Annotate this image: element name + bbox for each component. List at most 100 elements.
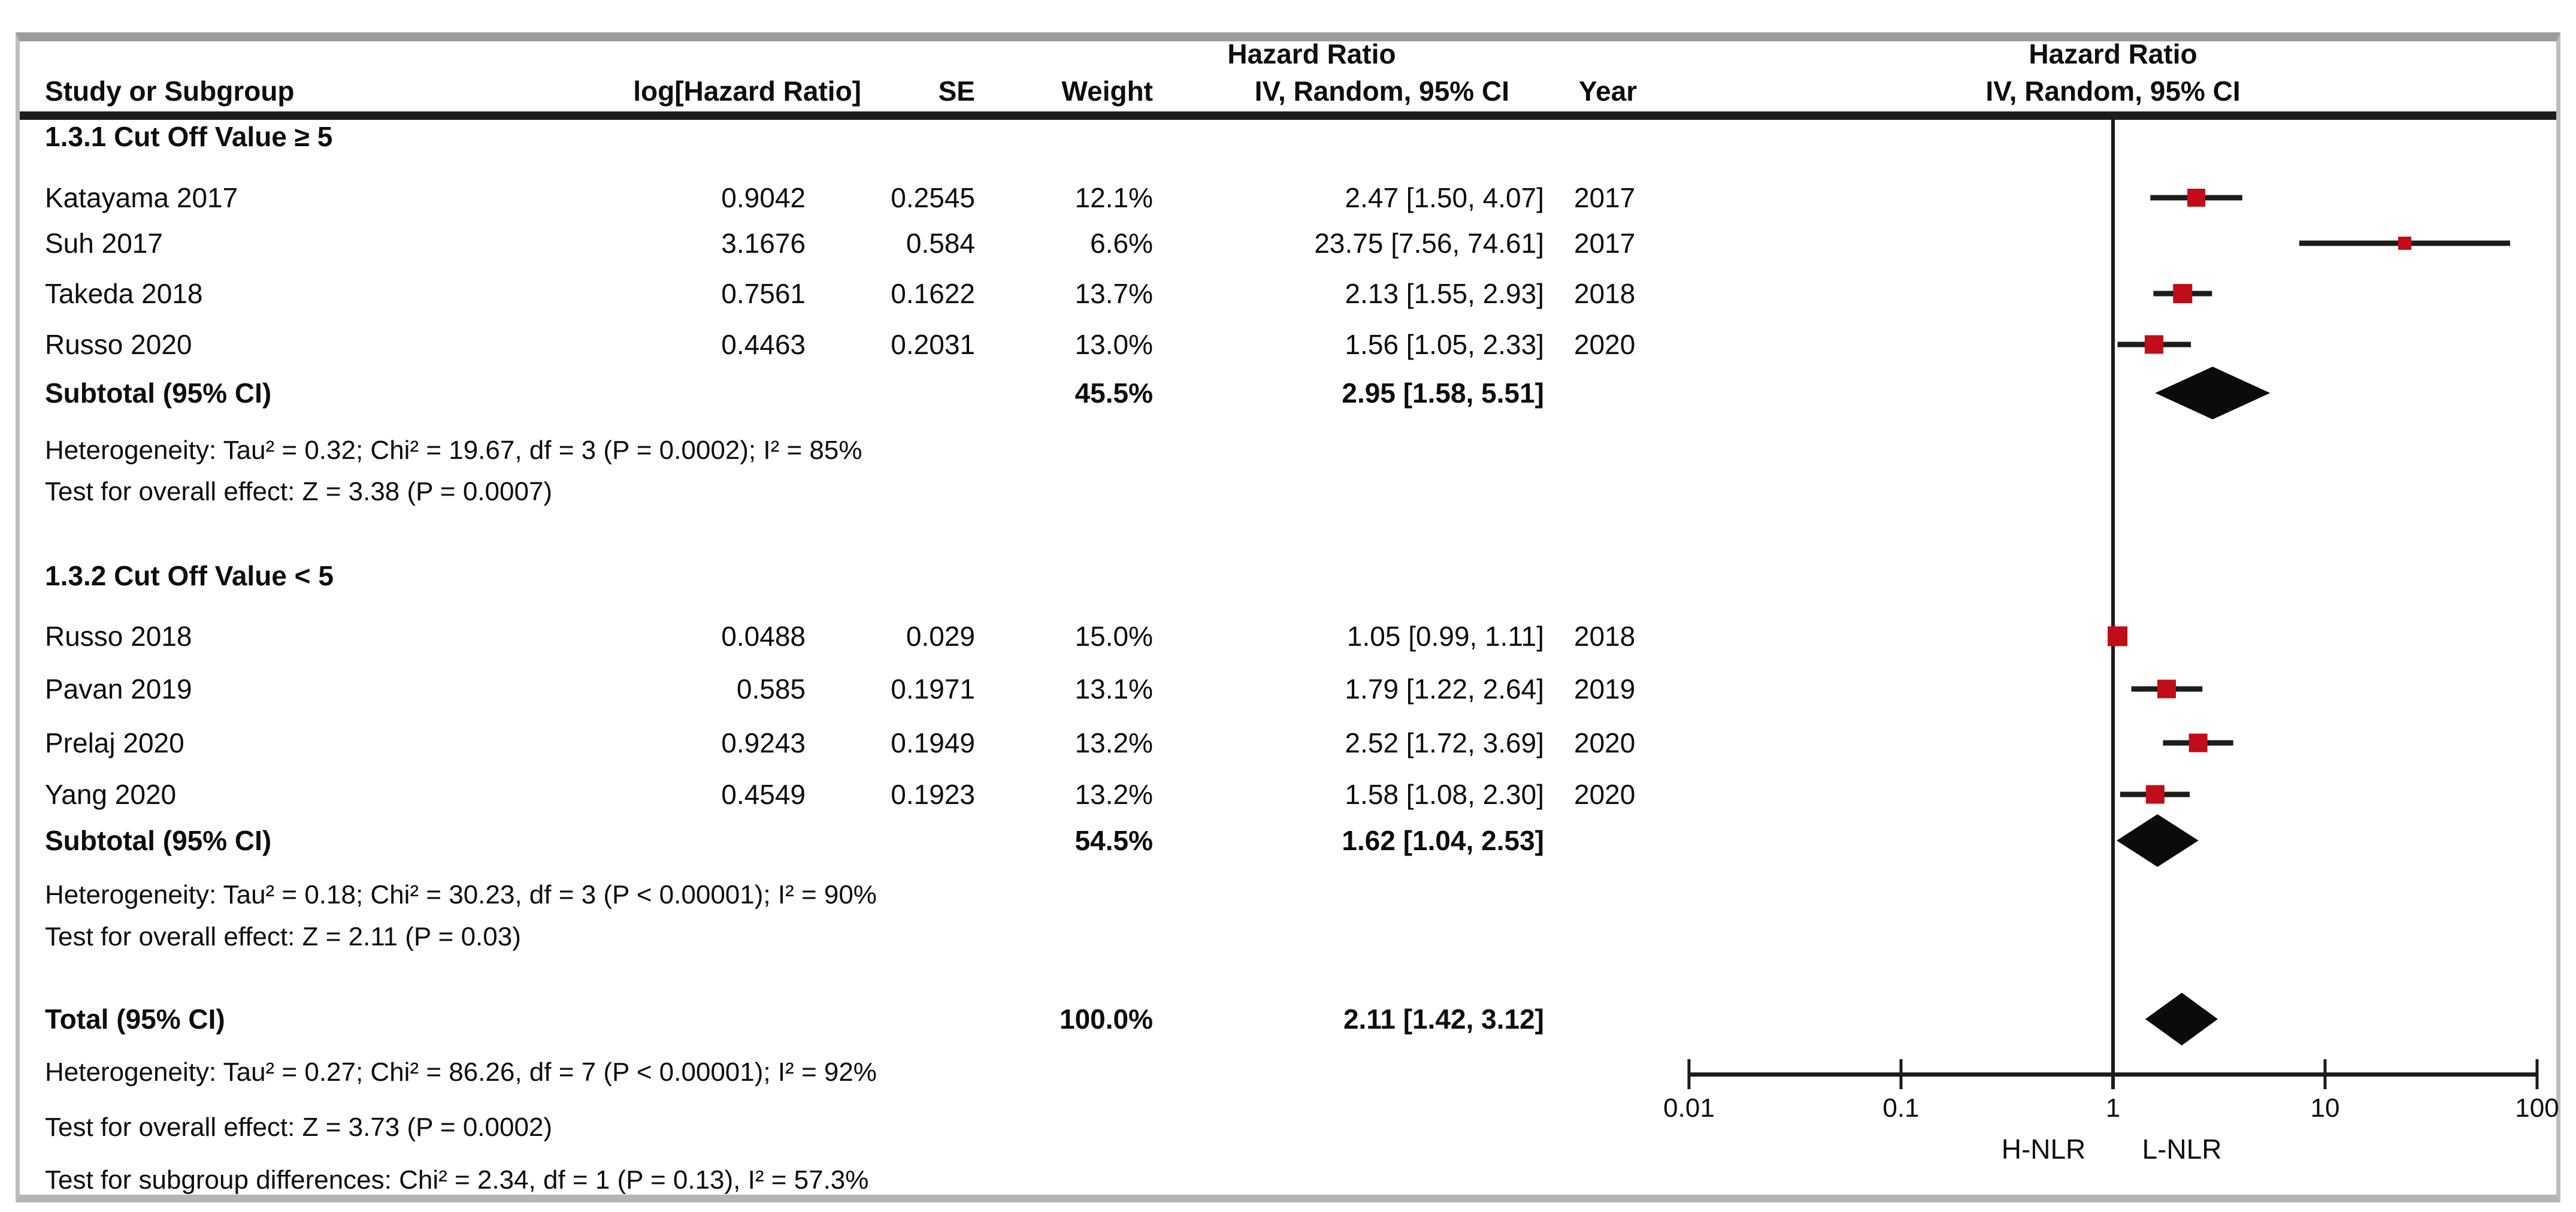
effect-square bbox=[2173, 284, 2193, 303]
study-loghr: 0.4463 bbox=[721, 329, 806, 360]
total-diamond bbox=[2145, 993, 2218, 1045]
study-year: 2018 bbox=[1574, 278, 1636, 309]
total-heterogeneity-line: Heterogeneity: Tau² = 0.27; Chi² = 86.26… bbox=[45, 1057, 877, 1087]
study-name: Russo 2020 bbox=[45, 329, 192, 360]
total-weight: 100.0% bbox=[1059, 1004, 1153, 1035]
study-ci: 1.56 [1.05, 2.33] bbox=[1345, 329, 1545, 360]
effect-square bbox=[2187, 189, 2206, 207]
header-rule bbox=[20, 111, 2556, 120]
total-ci: 2.11 [1.42, 3.12] bbox=[1343, 1004, 1544, 1035]
study-name: Prelaj 2020 bbox=[45, 727, 184, 758]
x-tick-label: 100 bbox=[2515, 1093, 2559, 1123]
x-tick-label: 10 bbox=[2310, 1093, 2340, 1123]
study-weight: 6.6% bbox=[1090, 228, 1153, 259]
plot-effect-header: Hazard Ratio bbox=[2029, 38, 2197, 69]
study-se: 0.1622 bbox=[891, 278, 975, 309]
overall-effect-line: Test for overall effect: Z = 2.11 (P = 0… bbox=[45, 922, 521, 951]
overall-effect-line: Test for overall effect: Z = 3.38 (P = 0… bbox=[45, 477, 553, 506]
study-loghr: 0.7561 bbox=[721, 278, 806, 309]
study-year: 2018 bbox=[1574, 621, 1636, 652]
study-name: Suh 2017 bbox=[45, 228, 163, 259]
total-overall-effect-line: Test for overall effect: Z = 3.73 (P = 0… bbox=[45, 1113, 553, 1142]
study-year: 2020 bbox=[1574, 779, 1636, 810]
table-effect-header: Hazard Ratio bbox=[1227, 38, 1396, 69]
axis-left-label: H-NLR bbox=[2001, 1134, 2086, 1165]
study-weight: 12.1% bbox=[1074, 182, 1153, 213]
study-ci: 23.75 [7.56, 74.61] bbox=[1314, 228, 1544, 259]
study-name: Pavan 2019 bbox=[45, 673, 192, 705]
study-year: 2019 bbox=[1574, 673, 1636, 705]
plot-ci-header: IV, Random, 95% CI bbox=[1985, 75, 2241, 107]
subgroup-differences-line: Test for subgroup differences: Chi² = 2.… bbox=[45, 1165, 869, 1195]
col-header-study: Study or Subgroup bbox=[45, 75, 295, 107]
study-ci: 1.05 [0.99, 1.11] bbox=[1346, 621, 1544, 652]
study-weight: 13.2% bbox=[1074, 727, 1153, 758]
subtotal-label: Subtotal (95% CI) bbox=[45, 377, 272, 409]
heterogeneity-line: Heterogeneity: Tau² = 0.32; Chi² = 19.67… bbox=[45, 436, 862, 465]
study-year: 2017 bbox=[1574, 228, 1636, 259]
study-name: Takeda 2018 bbox=[45, 278, 203, 309]
study-se: 0.1971 bbox=[891, 673, 975, 705]
effect-square bbox=[2145, 785, 2165, 804]
heterogeneity-line: Heterogeneity: Tau² = 0.18; Chi² = 30.23… bbox=[45, 880, 877, 909]
study-loghr: 0.585 bbox=[736, 673, 806, 705]
subtotal-diamond bbox=[2117, 814, 2199, 867]
study-loghr: 0.4549 bbox=[721, 779, 806, 810]
study-weight: 15.0% bbox=[1074, 621, 1153, 652]
study-se: 0.029 bbox=[906, 621, 975, 652]
study-se: 0.1923 bbox=[891, 779, 975, 810]
col-header-year: Year bbox=[1579, 75, 1637, 107]
subtotal-weight: 54.5% bbox=[1074, 825, 1153, 856]
study-name: Katayama 2017 bbox=[45, 182, 238, 213]
x-axis-tick bbox=[1687, 1059, 1691, 1089]
reference-line-hr1 bbox=[2111, 120, 2115, 1089]
study-loghr: 3.1676 bbox=[721, 228, 806, 259]
study-se: 0.584 bbox=[906, 228, 975, 259]
effect-square bbox=[2398, 237, 2411, 250]
x-axis-tick bbox=[2535, 1059, 2539, 1089]
col-header-ci: IV, Random, 95% CI bbox=[1254, 75, 1509, 107]
study-se: 0.2031 bbox=[891, 329, 975, 360]
study-weight: 13.7% bbox=[1074, 278, 1153, 309]
study-weight: 13.1% bbox=[1074, 673, 1153, 705]
study-year: 2020 bbox=[1574, 329, 1636, 360]
subtotal-diamond bbox=[2155, 367, 2271, 419]
axis-right-label: L-NLR bbox=[2142, 1134, 2222, 1165]
effect-square bbox=[2144, 335, 2163, 354]
study-se: 0.1949 bbox=[891, 727, 975, 758]
effect-square bbox=[2157, 679, 2177, 699]
study-ci: 1.79 [1.22, 2.64] bbox=[1345, 673, 1545, 705]
study-loghr: 0.9243 bbox=[721, 727, 806, 758]
study-se: 0.2545 bbox=[891, 182, 975, 213]
total-label: Total (95% CI) bbox=[45, 1004, 225, 1035]
col-header-weight: Weight bbox=[1061, 75, 1153, 107]
x-tick-label: 0.1 bbox=[1882, 1093, 1920, 1123]
study-ci: 2.52 [1.72, 3.69] bbox=[1345, 727, 1545, 758]
subtotal-label: Subtotal (95% CI) bbox=[45, 825, 272, 856]
study-name: Yang 2020 bbox=[45, 779, 177, 810]
col-header-loghr: log[Hazard Ratio] bbox=[633, 75, 861, 107]
x-axis-tick bbox=[2323, 1059, 2327, 1089]
x-tick-label: 1 bbox=[2105, 1093, 2121, 1123]
study-year: 2020 bbox=[1574, 727, 1636, 758]
study-ci: 1.58 [1.08, 2.30] bbox=[1345, 779, 1545, 810]
subtotal-ci: 2.95 [1.58, 5.51] bbox=[1342, 377, 1544, 409]
col-header-se: SE bbox=[938, 75, 975, 107]
x-tick-label: 0.01 bbox=[1663, 1093, 1715, 1123]
study-ci: 2.13 [1.55, 2.93] bbox=[1345, 278, 1545, 309]
x-axis-tick bbox=[2111, 1059, 2115, 1089]
x-axis-tick bbox=[1899, 1059, 1903, 1089]
study-ci: 2.47 [1.50, 4.07] bbox=[1345, 182, 1545, 213]
study-loghr: 0.9042 bbox=[721, 182, 806, 213]
effect-square bbox=[2188, 733, 2208, 752]
study-weight: 13.0% bbox=[1074, 329, 1153, 360]
group-title: 1.3.1 Cut Off Value ≥ 5 bbox=[45, 121, 333, 152]
subtotal-ci: 1.62 [1.04, 2.53] bbox=[1342, 825, 1544, 856]
study-year: 2017 bbox=[1574, 182, 1636, 213]
group-title: 1.3.2 Cut Off Value < 5 bbox=[45, 560, 334, 591]
study-weight: 13.2% bbox=[1074, 779, 1153, 810]
subtotal-weight: 45.5% bbox=[1074, 377, 1153, 409]
effect-square bbox=[2108, 626, 2128, 646]
